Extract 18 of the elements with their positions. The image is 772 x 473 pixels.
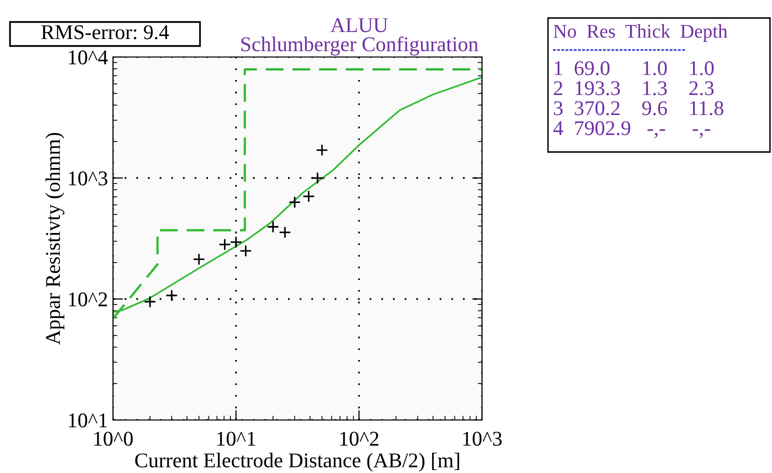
text: 3 370.2 9.6 11.8 (554, 101, 724, 116)
chart-title: ALUU (330, 18, 388, 32)
y-tick-label: 10^1 (68, 413, 107, 428)
x-axis-title: Current Electrode Distance (AB/2) [m] (135, 452, 460, 472)
y-axis-title: Appar Resistivty (ohmm) (45, 132, 64, 345)
text: 4 7902.9 -,- -,- (553, 121, 710, 138)
y-tick-label: 10^2 (68, 292, 107, 306)
y-tick-label: 10^3 (68, 171, 108, 186)
x-tick-label: 10^0 (94, 432, 133, 446)
x-tick-label: 10^2 (340, 432, 378, 446)
text: No Res Thick Depth (554, 24, 728, 42)
text: 1 69.0 1.0 1.0 (554, 61, 714, 76)
x-tick-label: 10^1 (217, 432, 256, 446)
x-tick-label: 10^3 (463, 432, 502, 446)
text: 2 193.3 1.3 2.3 (554, 81, 714, 96)
chart-subtitle: Schlumberger Configuration (241, 36, 478, 56)
y-tick-label: 10^4 (68, 50, 108, 64)
text: RMS-error: 9.4 (41, 25, 169, 40)
